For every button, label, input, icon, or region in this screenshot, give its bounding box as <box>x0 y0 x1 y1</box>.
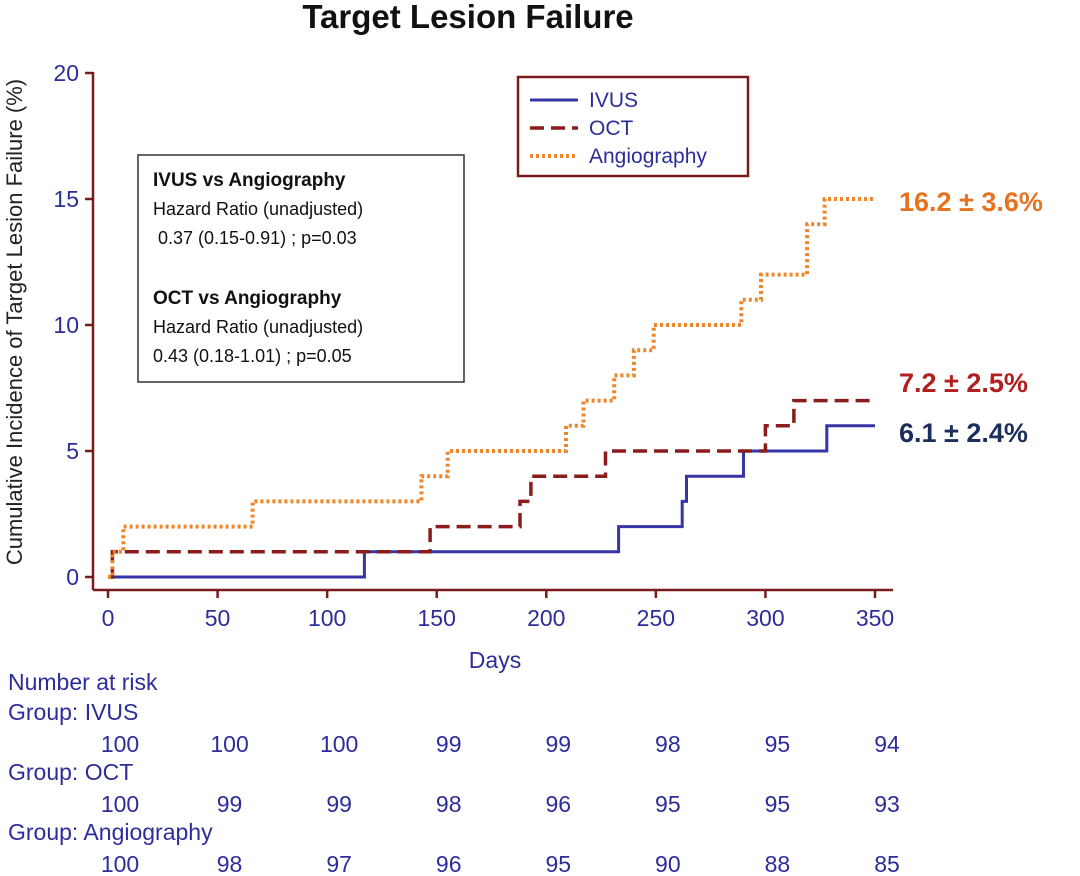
end-label-oct: 7.2 ± 2.5% <box>899 368 1028 398</box>
risk-value: 100 <box>101 851 139 876</box>
series-line-ivus <box>108 424 875 579</box>
x-tick-label: 150 <box>418 605 456 631</box>
risk-value: 96 <box>436 851 462 876</box>
y-axis-label: Cumulative Incidence of Target Lesion Fa… <box>2 79 27 565</box>
x-ticks: 0 50 100 150 200 250 300 350 <box>102 590 894 631</box>
risk-value: 98 <box>217 851 243 876</box>
risk-group-ivus-label: Group: IVUS <box>8 699 138 725</box>
end-labels: 6.1 ± 2.4% 7.2 ± 2.5% 16.2 ± 3.6% <box>899 187 1043 448</box>
end-label-ivus: 6.1 ± 2.4% <box>899 418 1028 448</box>
risk-group-angiography-label: Group: Angiography <box>8 819 213 845</box>
risk-value: 99 <box>217 791 243 817</box>
hr-oct-type: Hazard Ratio (unadjusted) <box>153 317 363 337</box>
legend-label-angiography: Angiography <box>589 145 707 168</box>
risk-table: Number at risk Group: IVUS Group: OCT Gr… <box>8 669 900 876</box>
risk-value: 99 <box>436 731 462 757</box>
risk-value: 100 <box>320 731 358 757</box>
risk-value: 100 <box>101 731 139 757</box>
risk-value: 99 <box>326 791 352 817</box>
y-tick-label: 5 <box>66 438 79 464</box>
hr-ivus-heading: IVUS vs Angiography <box>153 170 346 191</box>
series-line-angiography <box>108 197 875 579</box>
risk-value: 94 <box>874 731 900 757</box>
risk-value: 95 <box>655 791 681 817</box>
hazard-ratio-box: IVUS vs Angiography Hazard Ratio (unadju… <box>137 154 465 383</box>
x-tick-label: 0 <box>102 605 115 631</box>
risk-value: 95 <box>545 851 571 876</box>
risk-value: 90 <box>655 851 681 876</box>
series-line-oct <box>108 398 875 579</box>
risk-table-title: Number at risk <box>8 669 158 695</box>
end-label-angiography: 16.2 ± 3.6% <box>899 187 1043 217</box>
legend: IVUS OCT Angiography <box>516 75 750 178</box>
hr-oct-heading: OCT vs Angiography <box>153 288 342 309</box>
risk-value: 99 <box>545 731 571 757</box>
x-tick-label: 250 <box>637 605 675 631</box>
hazard-ratio-frame <box>137 154 465 383</box>
x-axis-label: Days <box>469 647 521 673</box>
risk-value: 96 <box>545 791 571 817</box>
risk-value: 85 <box>874 851 900 876</box>
risk-value: 95 <box>765 731 791 757</box>
legend-label-ivus: IVUS <box>589 89 638 112</box>
risk-value: 95 <box>765 791 791 817</box>
risk-value: 98 <box>436 791 462 817</box>
series-lines <box>108 197 875 579</box>
y-ticks: 0 5 10 15 20 <box>53 60 93 590</box>
hr-ivus-value: 0.37 (0.15-0.91) ; p=0.03 <box>153 228 357 248</box>
risk-value: 98 <box>655 731 681 757</box>
risk-value: 97 <box>326 851 352 876</box>
x-tick-label: 50 <box>205 605 231 631</box>
y-tick-label: 15 <box>53 186 79 212</box>
risk-group-oct-label: Group: OCT <box>8 759 133 785</box>
hr-ivus-type: Hazard Ratio (unadjusted) <box>153 199 363 219</box>
risk-value: 88 <box>765 851 791 876</box>
legend-label-oct: OCT <box>589 117 634 140</box>
risk-values: 100 100 100 99 99 98 95 94 100 99 99 98 96 95 95 93 100 9… <box>101 731 900 876</box>
x-tick-label: 200 <box>527 605 565 631</box>
hr-oct-value: 0.43 (0.18-1.01) ; p=0.05 <box>153 346 352 366</box>
y-tick-label: 0 <box>66 564 79 590</box>
risk-value: 100 <box>101 791 139 817</box>
y-tick-label: 20 <box>53 60 79 86</box>
risk-value: 93 <box>874 791 900 817</box>
axes: 0 5 10 15 20 0 50 100 150 200 250 300 350 <box>53 60 894 631</box>
x-tick-label: 300 <box>746 605 784 631</box>
y-tick-label: 10 <box>53 312 79 338</box>
x-tick-label: 100 <box>308 605 346 631</box>
x-tick-label: 350 <box>856 605 894 631</box>
risk-value: 100 <box>210 731 248 757</box>
chart-title: Target Lesion Failure <box>302 0 633 35</box>
